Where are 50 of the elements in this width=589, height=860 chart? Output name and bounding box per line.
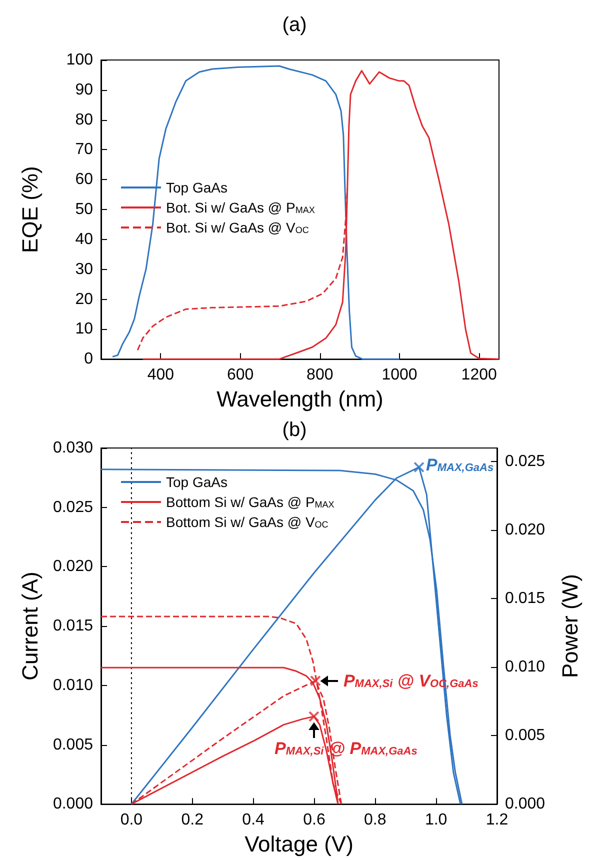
x-tick-label: 1000 (382, 366, 418, 384)
y2-axis-title: Power (W) (558, 574, 582, 678)
y-axis-title: Current (A) (18, 572, 42, 680)
y-tick-label: 90 (75, 81, 94, 98)
y2-tick-label: 0.015 (505, 590, 546, 608)
chart-title: (a) (282, 14, 307, 36)
x-tick-label: 0.0 (120, 812, 143, 829)
x-tick-label: 1.2 (486, 812, 508, 829)
x-tick-label: 0.4 (242, 812, 265, 829)
y-tick-label: 0.030 (52, 440, 94, 456)
y-tick-label: 0.010 (52, 676, 94, 694)
y-tick-label: 10 (75, 320, 94, 338)
x-tick-label: 1200 (461, 366, 497, 384)
y-tick-label: 0.015 (52, 618, 94, 635)
y2-tick-label: 0.020 (505, 522, 546, 539)
y-tick-label: 0.020 (52, 558, 94, 576)
y2-tick-label: 0.005 (505, 727, 546, 744)
y-tick-label: 0.025 (52, 498, 94, 516)
y-tick-label: 0.000 (52, 796, 94, 813)
x-axis-title: Voltage (V) (244, 832, 354, 856)
y-tick-label: 70 (75, 141, 94, 158)
x-tick-label: 0.2 (181, 812, 204, 829)
y2-tick-label: 0.000 (505, 796, 546, 813)
y2-tick-label: 0.025 (505, 453, 546, 470)
y-axis-title: EQE (%) (18, 166, 42, 253)
x-tick-label: 1.0 (424, 812, 448, 829)
y-tick-label: 20 (75, 290, 94, 308)
y-tick-label: 30 (75, 260, 94, 278)
y-tick-label: 80 (75, 111, 94, 128)
y-tick-label: 40 (75, 230, 94, 248)
legend-label: Bot. Si w/ GaAs @ VOC (166, 220, 310, 236)
legend-label: Top GaAs (166, 180, 228, 196)
y-tick-label: 60 (75, 171, 94, 188)
legend-label: Bottom Si w/ GaAs @ PMAX (166, 494, 334, 510)
x-axis-title: Wavelength (nm) (216, 386, 384, 412)
x-tick-label: 800 (306, 366, 334, 384)
x-tick-label: 400 (147, 366, 174, 384)
x-tick-label: 0.8 (364, 812, 386, 829)
chart-title: (b) (282, 419, 307, 441)
y-tick-label: 100 (66, 52, 94, 68)
y-tick-label: 0.005 (52, 736, 94, 754)
annotation: PMAX,GaAs (426, 456, 494, 475)
y2-tick-label: 0.010 (505, 658, 546, 676)
legend-label: Top GaAs (166, 474, 228, 490)
legend-label: Bot. Si w/ GaAs @ PMAX (166, 200, 315, 216)
x-tick-label: 0.6 (303, 812, 326, 829)
legend-label: Bottom Si w/ GaAs @ VOC (166, 514, 329, 530)
y-tick-label: 0 (84, 350, 94, 368)
y-tick-label: 50 (75, 201, 94, 218)
x-tick-label: 600 (226, 366, 254, 384)
